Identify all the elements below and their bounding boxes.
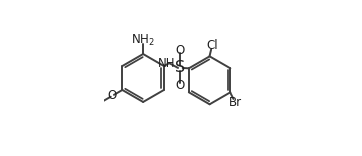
Text: O: O xyxy=(108,89,117,102)
Text: Br: Br xyxy=(228,96,241,109)
Text: S: S xyxy=(175,61,185,76)
Text: NH$_2$: NH$_2$ xyxy=(131,33,155,49)
Text: O: O xyxy=(176,79,185,92)
Text: Cl: Cl xyxy=(206,39,218,52)
Text: NH: NH xyxy=(158,57,176,70)
Text: O: O xyxy=(176,44,185,57)
